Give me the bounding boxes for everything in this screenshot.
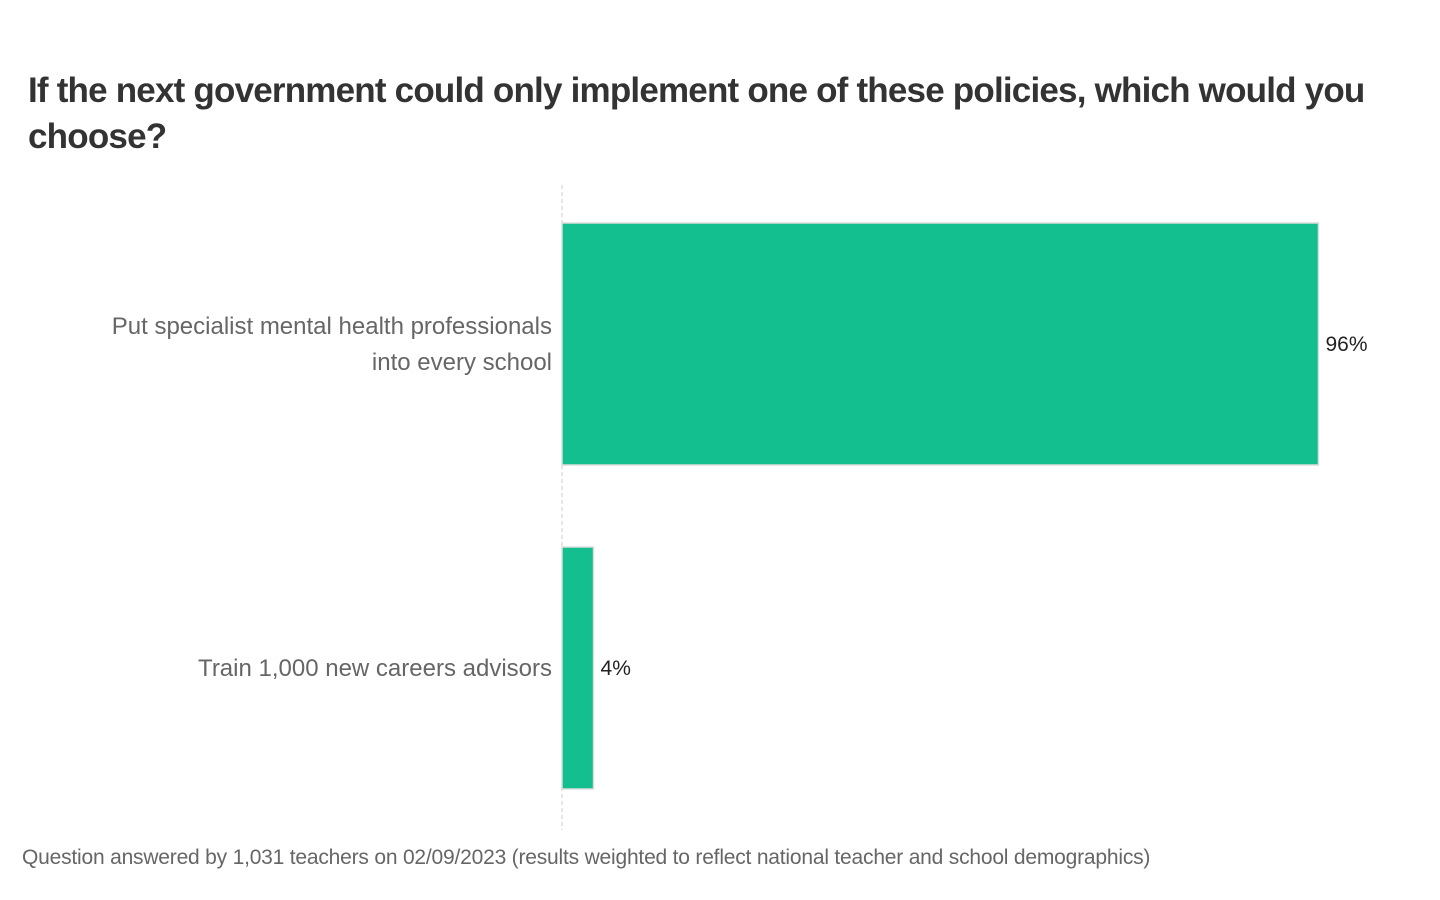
value-label-0: 96% xyxy=(1325,333,1367,356)
category-label-line: Train 1,000 new careers advisors xyxy=(198,655,552,682)
footnote: Question answered by 1,031 teachers on 0… xyxy=(22,846,1151,869)
value-label-1: 4% xyxy=(601,657,631,680)
chart-title: If the next government could only implem… xyxy=(28,71,1365,156)
category-label-line: Put specialist mental health professiona… xyxy=(112,313,552,340)
category-label-1: Train 1,000 new careers advisors xyxy=(198,655,552,682)
category-label-line: into every school xyxy=(372,349,552,376)
category-label-0: Put specialist mental health professiona… xyxy=(112,313,552,376)
bar-1 xyxy=(561,546,595,790)
bar-0 xyxy=(561,222,1320,466)
